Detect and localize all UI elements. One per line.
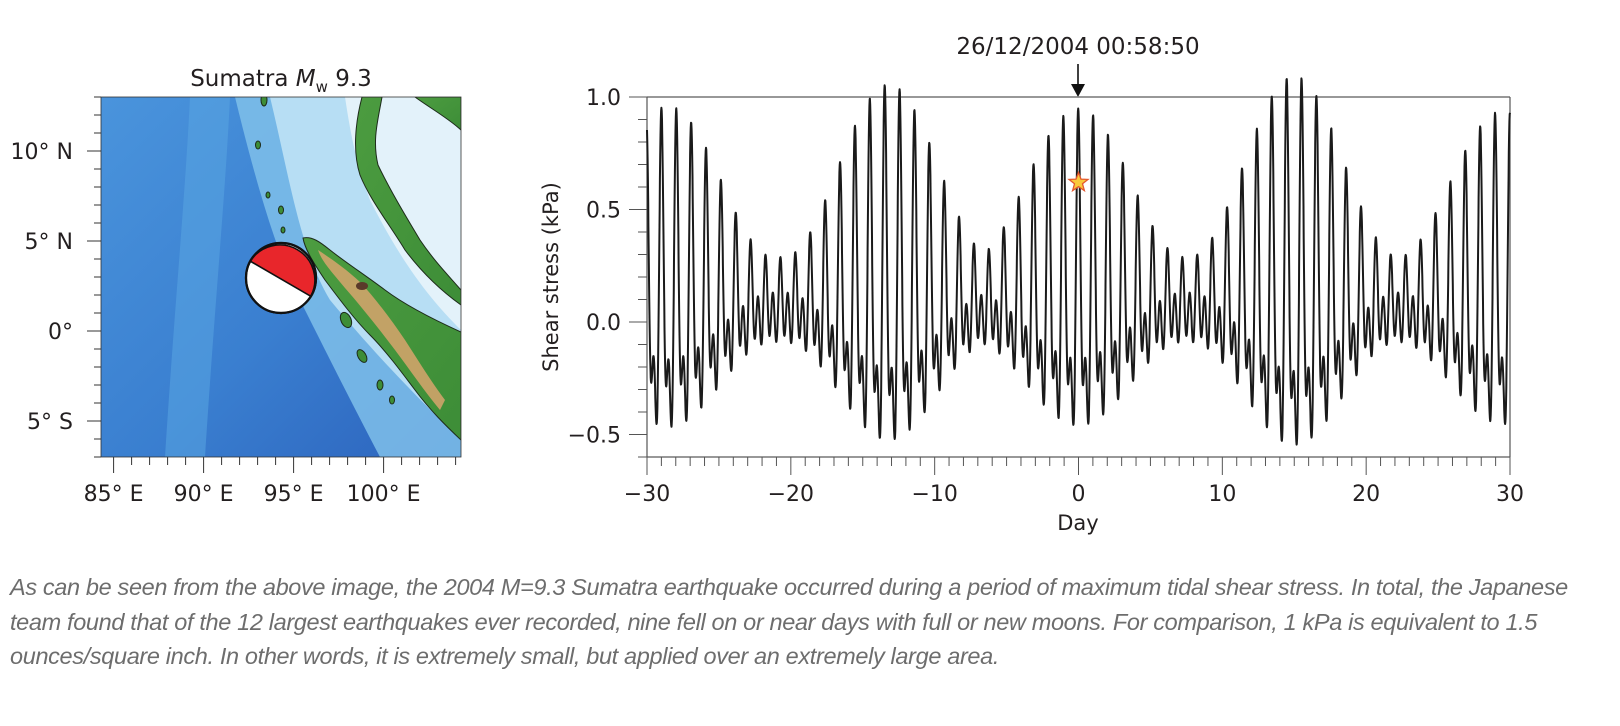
y-axis-label: Shear stress (kPa) (539, 182, 563, 372)
x-tick-label: 20 (1352, 482, 1380, 507)
map-panel: Sumatra Mw 9.3 (11, 66, 462, 507)
lat-tick-label: 5° S (27, 410, 73, 435)
x-tick-labels: −30 −20 −10 0 10 20 30 (624, 482, 1524, 507)
lat-tick-label: 0° (48, 320, 73, 345)
lon-tick-label: 95° E (264, 482, 324, 507)
chart-axes (629, 96, 1511, 475)
x-tick-label: 0 (1072, 482, 1086, 507)
y-tick-labels: −0.5 0.0 0.5 1.0 (568, 86, 621, 449)
x-tick-label: 30 (1496, 482, 1524, 507)
series-line-shear-stress (646, 77, 1511, 446)
x-tick-label: −30 (624, 482, 670, 507)
beachball-outline (244, 241, 318, 315)
caption-text: As can be seen from the above image, the… (10, 574, 1568, 669)
lon-tick-label: 100° E (347, 482, 421, 507)
y-tick-label: −0.5 (568, 424, 621, 449)
thailand-landmass (414, 97, 461, 131)
map-lat-axis: 10° N 5° N 0° 5° S (11, 96, 101, 458)
event-annotation: 26/12/2004 00:58:50 (956, 34, 1199, 60)
lat-tick-label: 10° N (11, 140, 73, 165)
malay-peninsula (355, 97, 461, 306)
andaman-nicobar-islands (255, 97, 395, 405)
y-tick-label: 0.0 (586, 311, 621, 336)
x-tick-label: −10 (911, 482, 957, 507)
figure: Sumatra Mw 9.3 (11, 34, 1524, 535)
x-tick-label: −20 (768, 482, 814, 507)
map-title: Sumatra Mw 9.3 (190, 66, 372, 96)
shear-stress-chart: 26/12/2004 00:58:50 Shear stress (kPa) D… (539, 34, 1524, 535)
sumatra-highlands (318, 250, 445, 410)
x-tick-label: 10 (1208, 482, 1236, 507)
x-axis-label: Day (1057, 511, 1098, 535)
y-tick-label: 0.5 (586, 199, 621, 224)
map-image[interactable] (101, 94, 461, 457)
lon-tick-label: 90° E (174, 482, 234, 507)
ridge (165, 97, 230, 457)
lon-tick-label: 85° E (84, 482, 144, 507)
map-lon-axis: 85° E 90° E 95° E 100° E (84, 457, 457, 507)
earthquake-star-marker[interactable] (1067, 170, 1090, 193)
lake-toba (356, 282, 368, 290)
sumatra-island (302, 237, 461, 441)
y-tick-label: 1.0 (586, 86, 621, 111)
lat-tick-label: 5° N (25, 230, 73, 255)
event-arrow-icon (1071, 64, 1085, 97)
focal-mechanism-beachball[interactable] (244, 241, 318, 315)
